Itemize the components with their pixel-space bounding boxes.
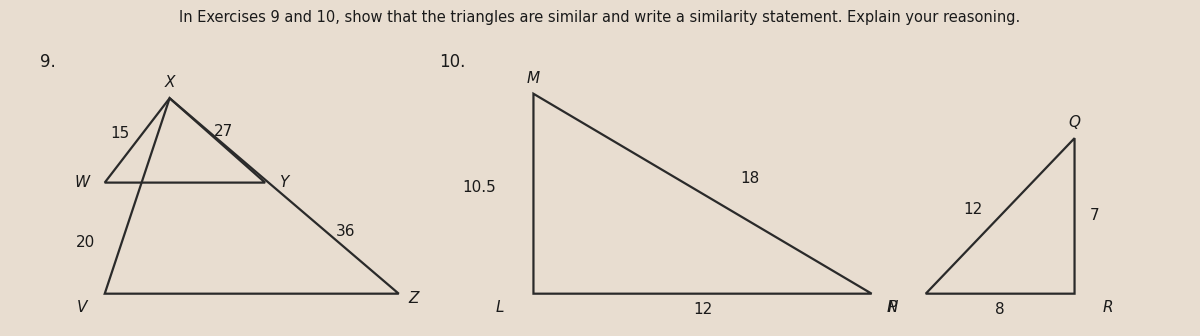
Text: L: L bbox=[496, 299, 504, 314]
Text: 10.: 10. bbox=[439, 53, 466, 71]
Text: 27: 27 bbox=[214, 124, 233, 139]
Text: X: X bbox=[164, 75, 175, 90]
Text: 18: 18 bbox=[740, 171, 760, 186]
Text: 10.5: 10.5 bbox=[462, 179, 497, 195]
Text: P: P bbox=[887, 299, 896, 314]
Text: 20: 20 bbox=[76, 235, 95, 250]
Text: 36: 36 bbox=[336, 224, 355, 239]
Text: R: R bbox=[1103, 299, 1114, 314]
Text: In Exercises 9 and 10, show that the triangles are similar and write a similarit: In Exercises 9 and 10, show that the tri… bbox=[179, 10, 1021, 25]
Text: M: M bbox=[527, 71, 540, 86]
Text: 15: 15 bbox=[110, 126, 130, 141]
Text: Y: Y bbox=[280, 175, 289, 190]
Text: N: N bbox=[887, 299, 898, 314]
Text: 12: 12 bbox=[964, 202, 983, 217]
Text: 8: 8 bbox=[995, 302, 1004, 317]
Text: 7: 7 bbox=[1090, 208, 1099, 223]
Text: Z: Z bbox=[409, 291, 419, 306]
Text: W: W bbox=[74, 175, 89, 190]
Text: Q: Q bbox=[1068, 115, 1080, 130]
Text: 12: 12 bbox=[692, 302, 712, 317]
Text: 9.: 9. bbox=[40, 53, 55, 71]
Text: V: V bbox=[77, 299, 88, 314]
